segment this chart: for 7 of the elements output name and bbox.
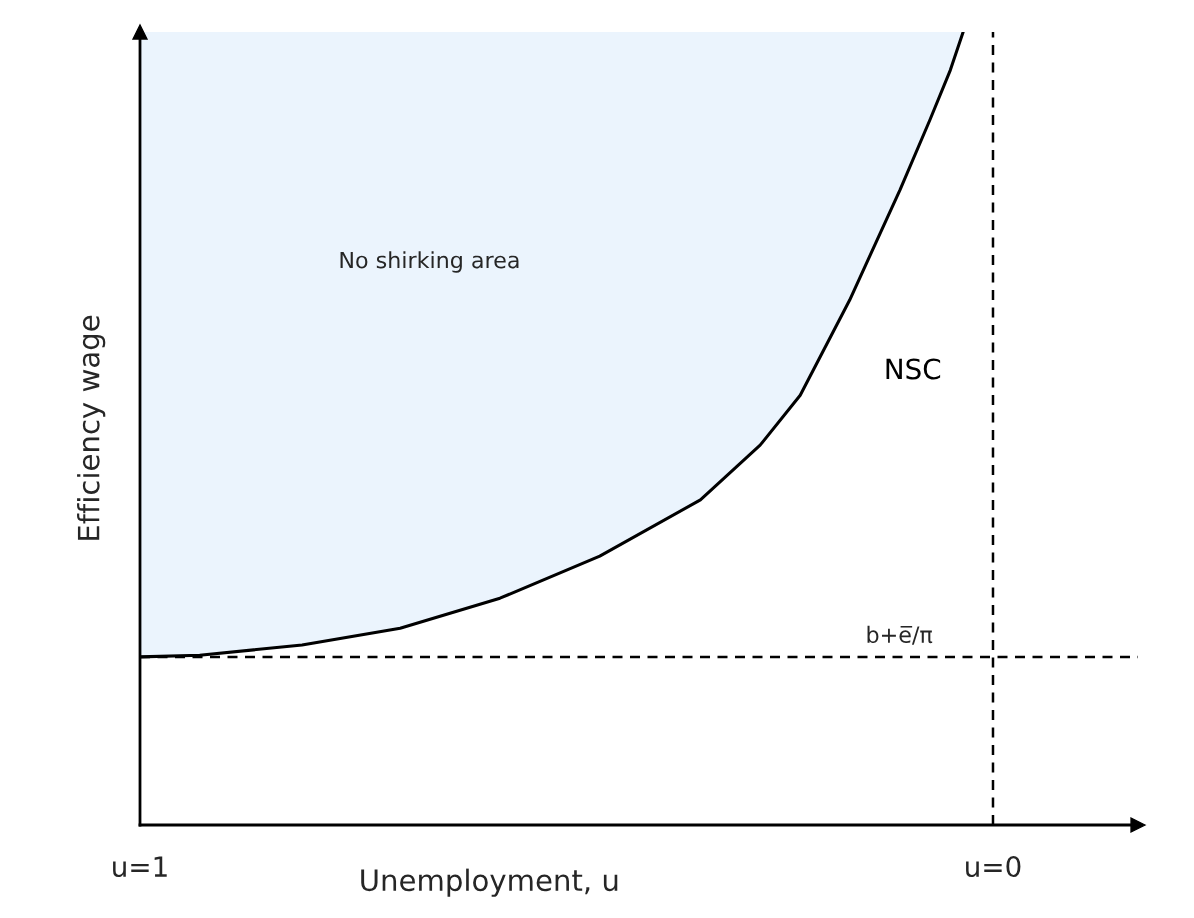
ref-line-label: b+e̅/π xyxy=(867,625,933,645)
x-axis-title: Unemployment, u xyxy=(361,868,618,897)
y-axis-title: Efficiency wage xyxy=(77,315,106,540)
annotation: No shirking area xyxy=(340,251,519,273)
x-tick-label: u=1 xyxy=(113,856,167,878)
x-tick-label: u=0 xyxy=(966,856,1021,878)
text: NSC xyxy=(886,358,941,380)
